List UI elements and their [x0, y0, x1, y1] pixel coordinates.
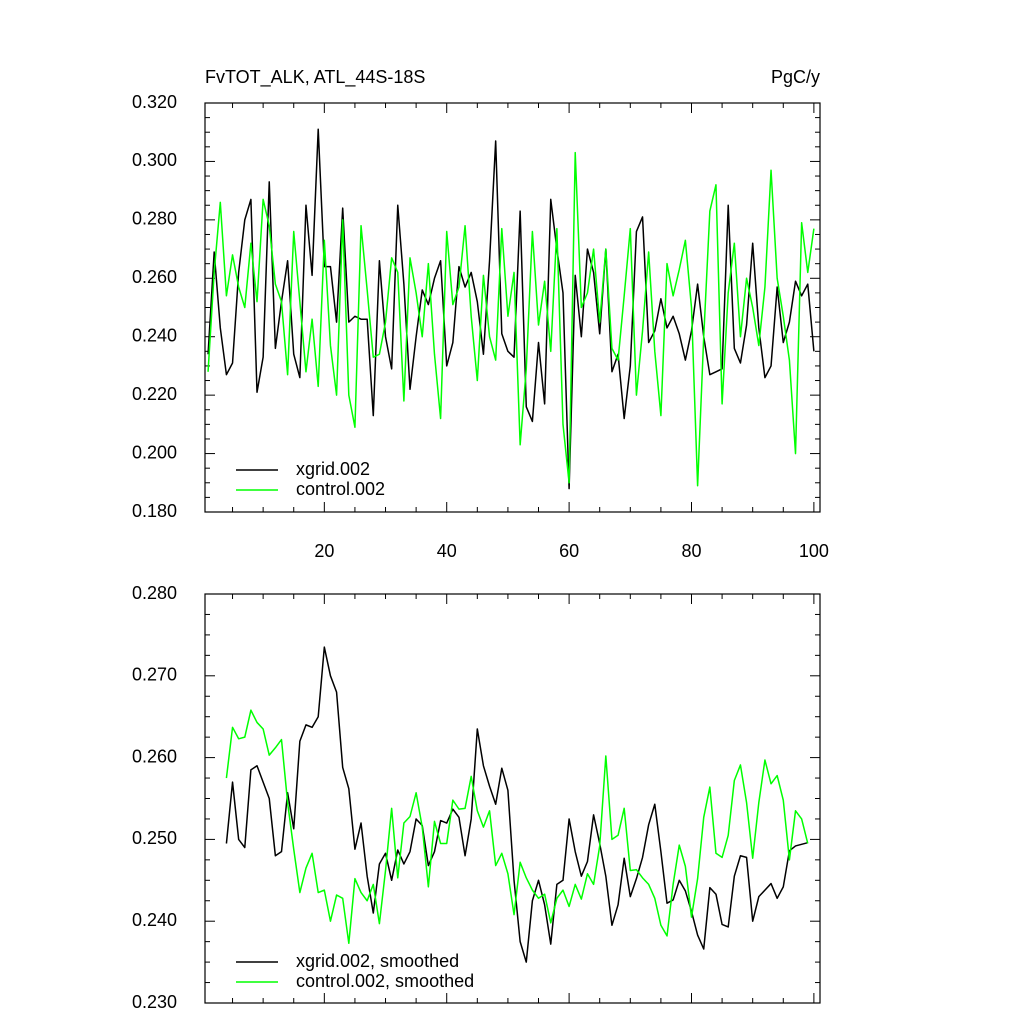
x-tick-label: 100	[799, 541, 829, 561]
y-tick-label: 0.240	[132, 910, 177, 930]
y-tick-label: 0.300	[132, 150, 177, 170]
plot-frame	[204, 102, 821, 513]
legend-label: control.002	[296, 479, 385, 499]
y-tick-label: 0.280	[132, 209, 177, 229]
y-tick-label: 0.220	[132, 384, 177, 404]
y-tick-label: 0.230	[132, 992, 177, 1012]
x-tick-label: 80	[681, 541, 701, 561]
data-line	[225, 709, 809, 945]
y-tick-label: 0.260	[132, 746, 177, 766]
y-tick-label: 0.240	[132, 325, 177, 345]
y-tick-label: 0.320	[132, 92, 177, 112]
legend-label: xgrid.002	[296, 459, 370, 479]
y-tick-label: 0.260	[132, 267, 177, 287]
x-tick-label: 20	[314, 541, 334, 561]
y-tick-label: 0.250	[132, 828, 177, 848]
data-line	[225, 646, 808, 963]
data-line	[207, 151, 815, 487]
y-tick-label: 0.270	[132, 665, 177, 685]
y-tick-label: 0.280	[132, 583, 177, 603]
y-tick-label: 0.180	[132, 501, 177, 521]
x-tick-label: 60	[559, 541, 579, 561]
chart-title: FvTOT_ALK, ATL_44S-18S	[205, 67, 425, 88]
x-tick-label: 40	[437, 541, 457, 561]
y-tick-label: 0.200	[132, 442, 177, 462]
units-label: PgC/y	[771, 67, 820, 87]
data-line	[207, 128, 815, 490]
plot-frame	[204, 593, 821, 1004]
legend-label: control.002, smoothed	[296, 971, 474, 991]
legend-label: xgrid.002, smoothed	[296, 951, 459, 971]
